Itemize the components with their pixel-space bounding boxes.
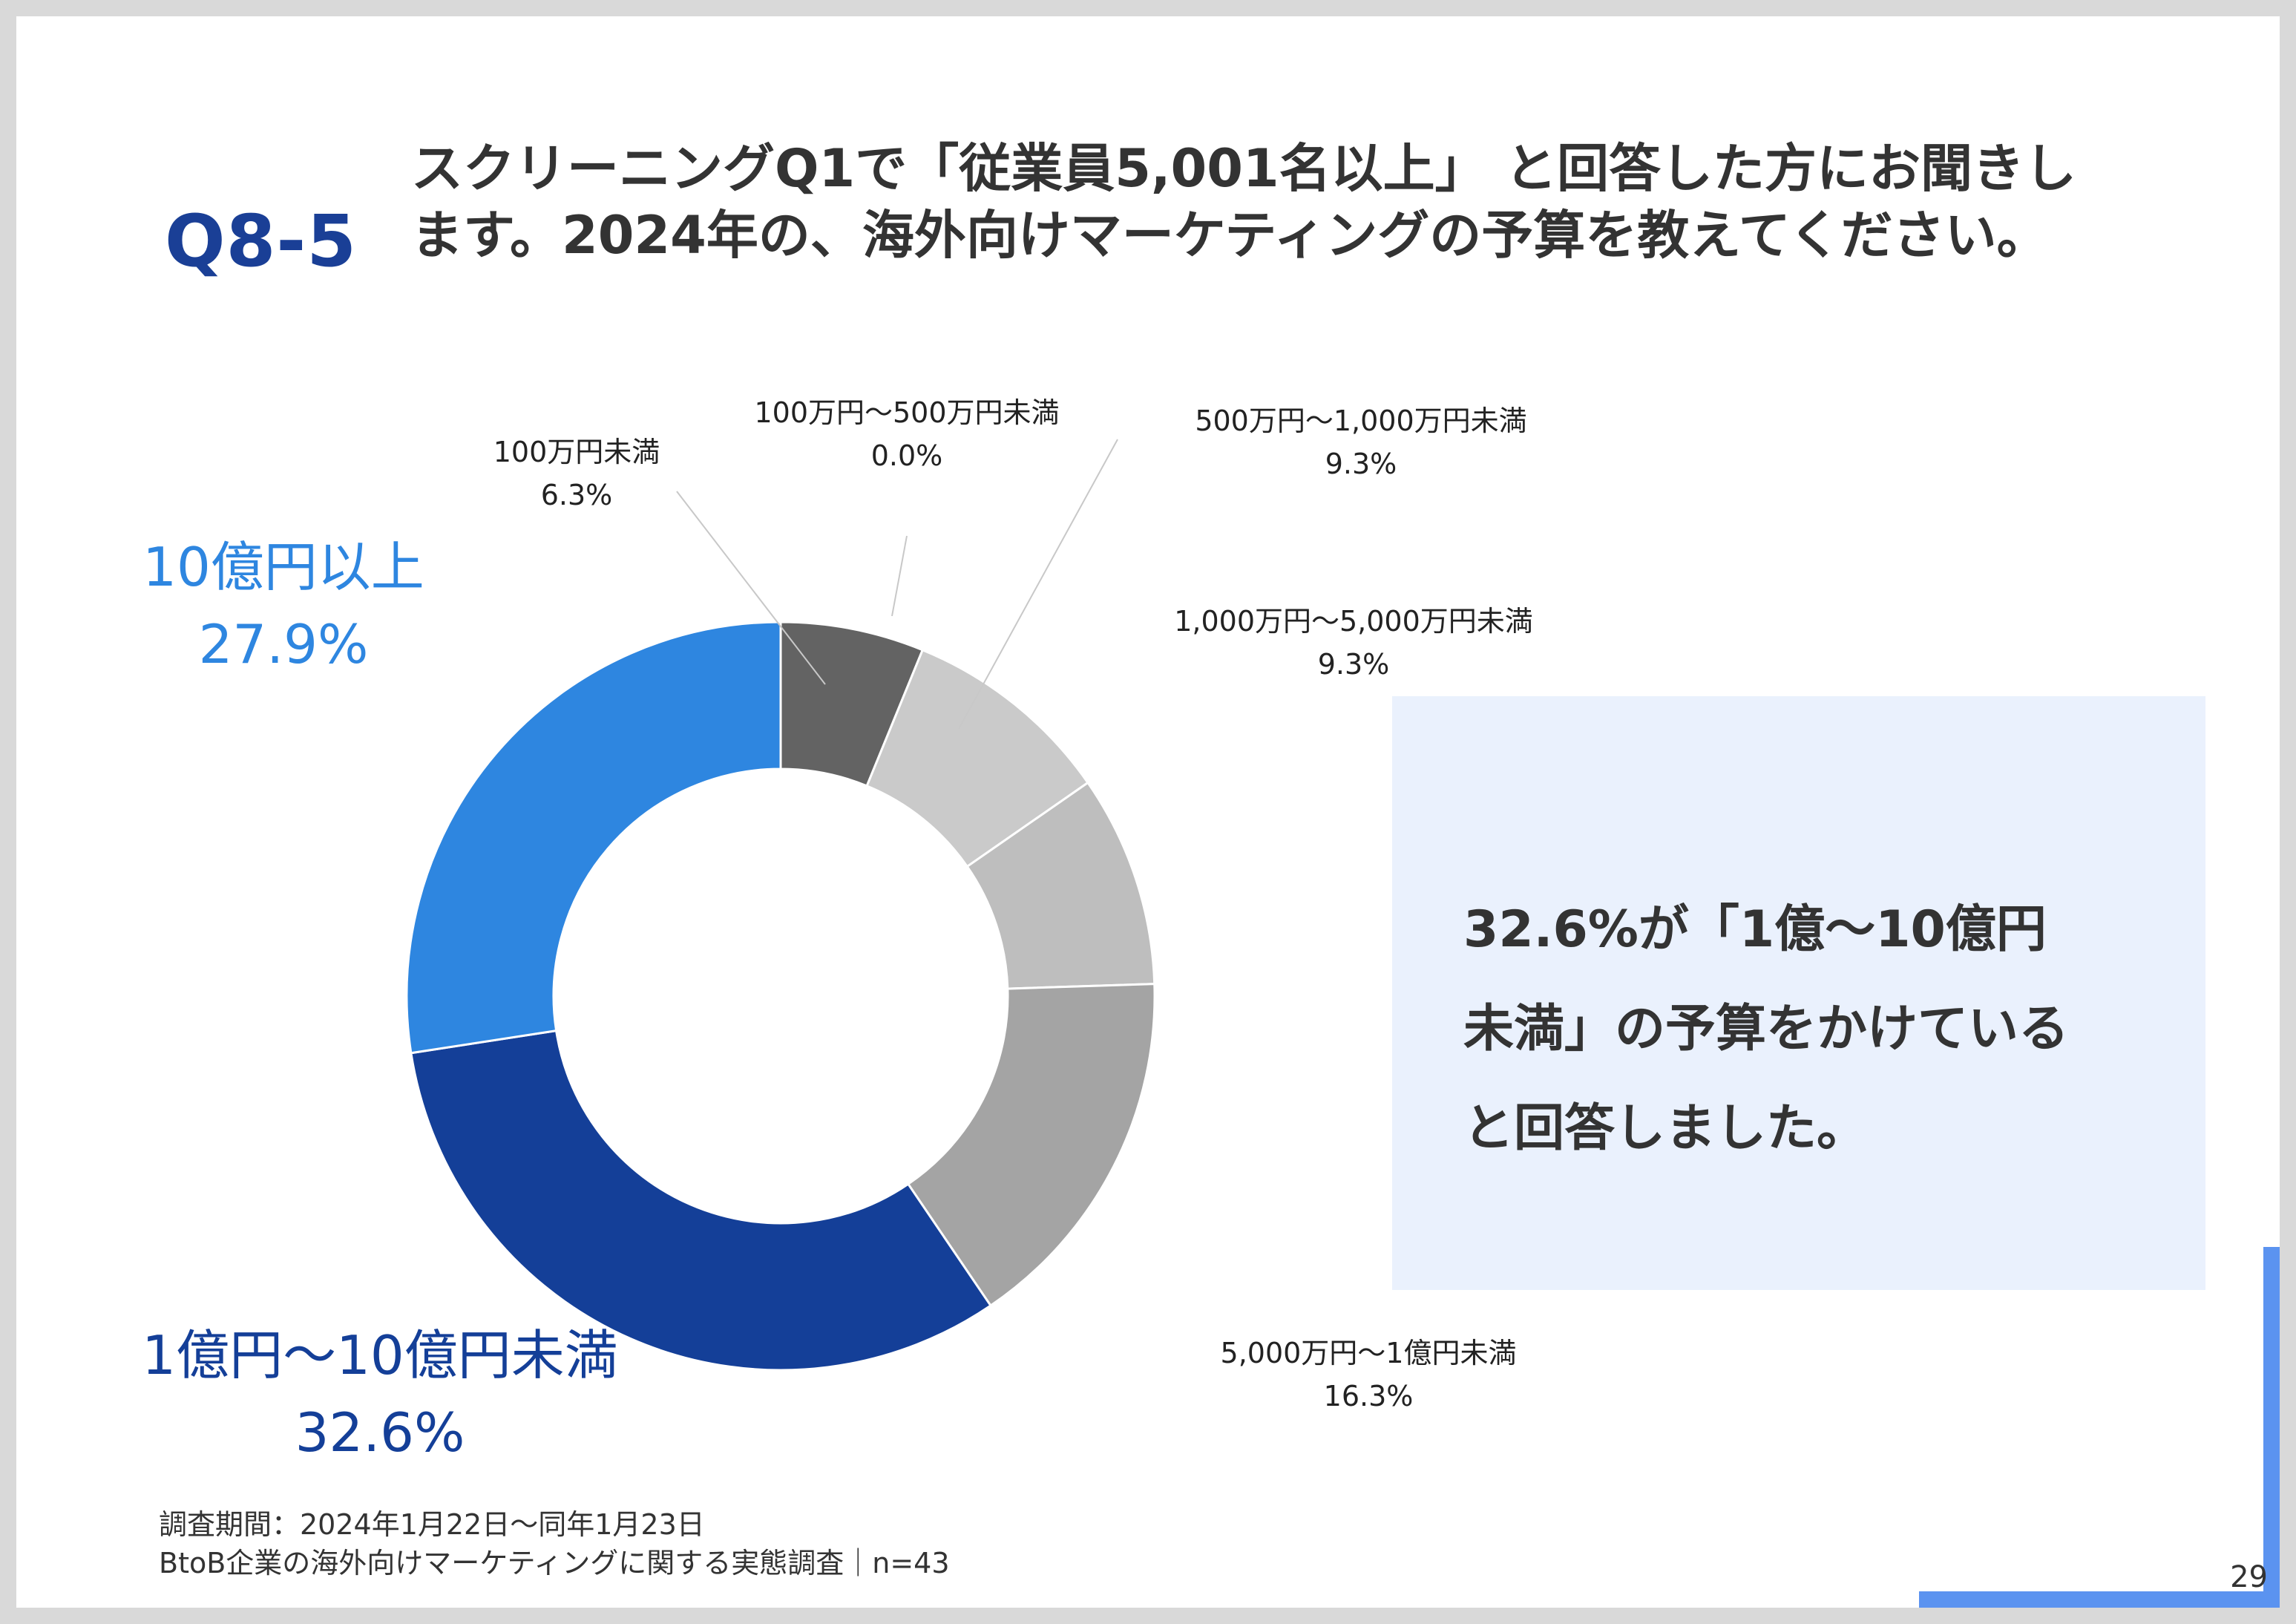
label-10m-50m: 1,000万円～5,000万円未満 9.3% (1153, 600, 1554, 686)
callout-box: 32.6%が「1億～10億円 未満」の予算をかけている と回答しました。 (1392, 696, 2205, 1290)
label-100m-1b-value: 32.6% (295, 1401, 465, 1464)
label-1m-5m-value: 0.0% (870, 439, 943, 472)
label-100m-1b: 1億円～10億円未満 32.6% (105, 1317, 655, 1471)
label-over-1b-name: 10億円以上 (142, 536, 424, 598)
callout-line-2: 未満」の予算をかけている (1463, 1000, 2070, 1058)
question-text: スクリーニングQ1で「従業員5,001名以上」 と回答した方にお聞きします。20… (411, 138, 2076, 266)
label-5m-10m-value: 9.3% (1325, 448, 1397, 480)
leader-1m-5m (891, 535, 908, 617)
label-1m-5m-name: 100万円～500万円未満 (754, 396, 1060, 429)
label-100m-1b-name: 1億円～10億円未満 (142, 1324, 618, 1386)
callout-text: 32.6%が「1億～10億円 未満」の予算をかけている と回答しました。 (1463, 880, 2176, 1179)
label-50m-100m: 5,000万円～1億円未満 16.3% (1198, 1332, 1539, 1418)
label-50m-100m-name: 5,000万円～1億円未満 (1220, 1337, 1517, 1369)
slice-50m-100m (906, 983, 1156, 1308)
callout-line-3: と回答しました。 (1463, 1099, 1868, 1158)
label-under-1m: 100万円未満 6.3% (476, 430, 677, 517)
accent-bar-right (2263, 1247, 2280, 1608)
accent-bar-bottom-right (1919, 1591, 2280, 1608)
slice-over-1b (405, 621, 782, 1055)
label-1m-5m: 100万円～500万円未満 0.0% (729, 391, 1085, 477)
callout-line-1: 32.6%が「1億～10億円 (1463, 900, 2047, 959)
label-5m-10m: 500万円～1,000万円未満 9.3% (1168, 399, 1554, 485)
footnote: 調査期間：2024年1月22日～同年1月23日 BtoB企業の海外向けマーケティ… (159, 1505, 950, 1582)
label-50m-100m-value: 16.3% (1323, 1380, 1414, 1412)
leader-5m-10m (958, 439, 1118, 730)
slice-100m-1b (410, 1029, 993, 1372)
label-under-1m-name: 100万円未満 (493, 436, 660, 468)
survey-name: BtoB企業の海外向けマーケティングに関する実態調査｜n=43 (159, 1547, 950, 1579)
label-over-1b-value: 27.9% (198, 613, 369, 675)
label-5m-10m-name: 500万円～1,000万円未満 (1195, 405, 1527, 437)
label-10m-50m-value: 9.3% (1317, 648, 1390, 681)
question-number: Q8-5 (165, 200, 358, 283)
donut-chart (405, 439, 1156, 1372)
label-under-1m-value: 6.3% (540, 479, 613, 511)
survey-period: 調査期間：2024年1月22日～同年1月23日 (159, 1508, 705, 1541)
leader-under-1m (676, 491, 826, 685)
slide: Q8-5 スクリーニングQ1で「従業員5,001名以上」 と回答した方にお聞きし… (16, 16, 2280, 1608)
label-10m-50m-name: 1,000万円～5,000万円未満 (1174, 605, 1533, 638)
page-number: 29 (2230, 1560, 2268, 1594)
label-over-1b: 10億円以上 27.9% (105, 528, 462, 683)
